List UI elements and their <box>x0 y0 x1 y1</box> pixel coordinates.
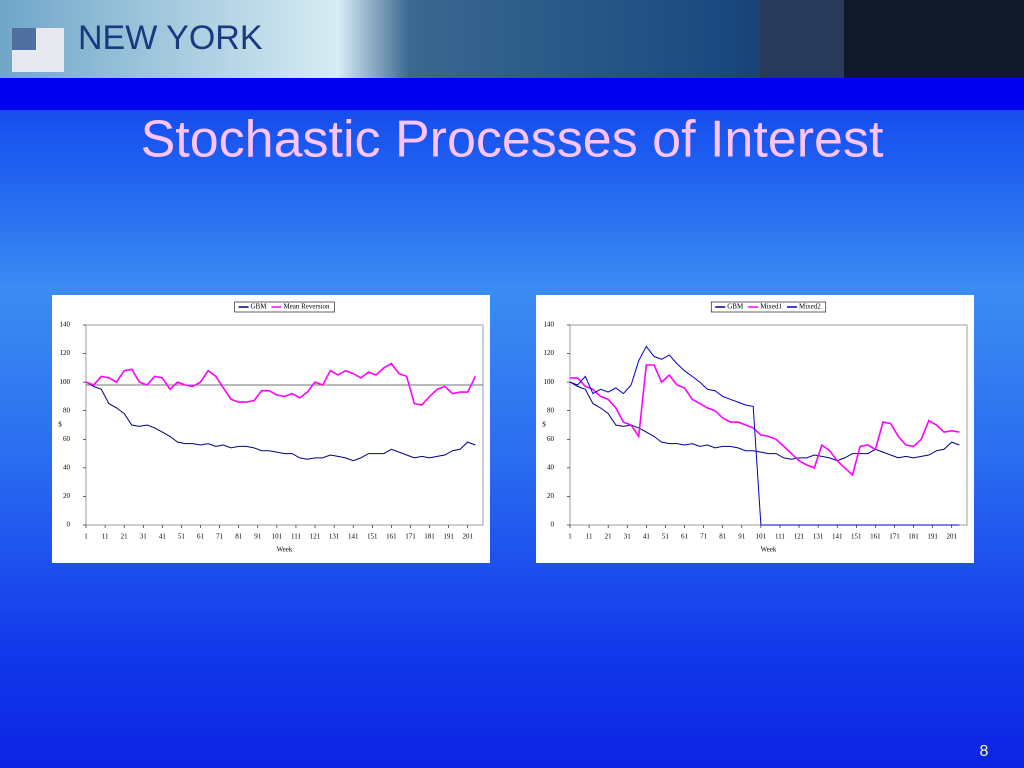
x-tick-label: 171 <box>889 533 900 541</box>
legend-box <box>234 301 335 313</box>
x-tick-label: 151 <box>367 533 378 541</box>
x-tick-label: 81 <box>235 533 243 541</box>
x-tick-label: 51 <box>662 533 670 541</box>
x-tick-label: 201 <box>462 533 473 541</box>
x-tick-label: 161 <box>870 533 881 541</box>
series-line <box>570 364 960 477</box>
legend-label: Mean Reversion <box>283 303 330 311</box>
y-tick-label: 60 <box>547 435 555 443</box>
x-tick-label: 11 <box>586 533 593 541</box>
legend-label: GBM <box>727 303 744 311</box>
legend-label: Mixed1 <box>760 303 782 311</box>
flag-canton <box>12 28 36 50</box>
x-tick-label: 141 <box>832 533 843 541</box>
slide-title: Stochastic Processes of Interest <box>141 111 884 169</box>
x-tick-label: 41 <box>159 533 167 541</box>
x-tick-label: 201 <box>946 533 957 541</box>
banner-text: NEW YORK <box>78 19 263 57</box>
legend-label: Mixed2 <box>799 303 821 311</box>
y-tick-label: 140 <box>60 321 71 329</box>
x-tick-label: 31 <box>624 533 632 541</box>
x-tick-label: 51 <box>178 533 186 541</box>
x-tick-label: 41 <box>643 533 651 541</box>
series-line <box>85 381 476 462</box>
legend-label: GBM <box>250 303 267 311</box>
x-tick-label: 21 <box>121 533 129 541</box>
page-number: 8 <box>980 743 989 760</box>
y-tick-label: 60 <box>63 435 71 443</box>
x-tick-label: 31 <box>140 533 148 541</box>
series-line <box>569 381 960 462</box>
y-tick-label: 40 <box>63 463 71 471</box>
x-tick-label: 141 <box>348 533 359 541</box>
y-tick-label: 20 <box>63 492 71 500</box>
x-tick-label: 81 <box>719 533 727 541</box>
board <box>760 0 844 78</box>
x-tick-label: 71 <box>216 533 224 541</box>
x-axis-label: Week <box>277 546 293 554</box>
legend-box <box>710 301 827 313</box>
y-tick-label: 100 <box>544 378 555 386</box>
x-tick-label: 1 <box>568 533 572 541</box>
x-tick-label: 191 <box>927 533 938 541</box>
x-tick-label: 191 <box>443 533 454 541</box>
x-tick-label: 91 <box>254 533 262 541</box>
x-tick-label: 11 <box>102 533 109 541</box>
plot-area <box>85 324 484 526</box>
y-tick-label: 80 <box>63 406 71 414</box>
y-tick-label: 0 <box>67 521 71 529</box>
y-tick-label: 0 <box>551 521 555 529</box>
x-tick-label: 91 <box>738 533 746 541</box>
x-tick-label: 71 <box>700 533 708 541</box>
x-tick-label: 61 <box>681 533 689 541</box>
x-tick-label: 121 <box>794 533 805 541</box>
y-axis-label: $ <box>58 421 62 429</box>
series-line <box>569 345 960 526</box>
y-tick-label: 80 <box>547 406 555 414</box>
x-axis-label: Week <box>761 546 777 554</box>
x-tick-label: 101 <box>272 533 283 541</box>
x-tick-label: 1 <box>84 533 88 541</box>
y-tick-label: 40 <box>547 463 555 471</box>
x-tick-label: 111 <box>291 533 301 541</box>
x-tick-label: 131 <box>329 533 340 541</box>
header-band <box>0 78 1024 110</box>
x-tick-label: 181 <box>424 533 435 541</box>
chart-panel <box>52 295 490 563</box>
x-tick-label: 161 <box>386 533 397 541</box>
x-tick-label: 181 <box>908 533 919 541</box>
x-tick-label: 121 <box>310 533 321 541</box>
y-axis-label: $ <box>542 421 546 429</box>
board-dark <box>844 0 1024 78</box>
y-tick-label: 120 <box>60 349 71 357</box>
x-tick-label: 21 <box>605 533 613 541</box>
series-line <box>85 362 477 406</box>
x-tick-label: 61 <box>197 533 205 541</box>
x-tick-label: 171 <box>405 533 416 541</box>
x-tick-label: 101 <box>756 533 767 541</box>
y-tick-label: 140 <box>544 321 555 329</box>
x-tick-label: 151 <box>851 533 862 541</box>
x-tick-label: 111 <box>775 533 785 541</box>
y-tick-label: 20 <box>547 492 555 500</box>
y-tick-label: 100 <box>60 378 71 386</box>
y-tick-label: 120 <box>544 349 555 357</box>
x-tick-label: 131 <box>813 533 824 541</box>
